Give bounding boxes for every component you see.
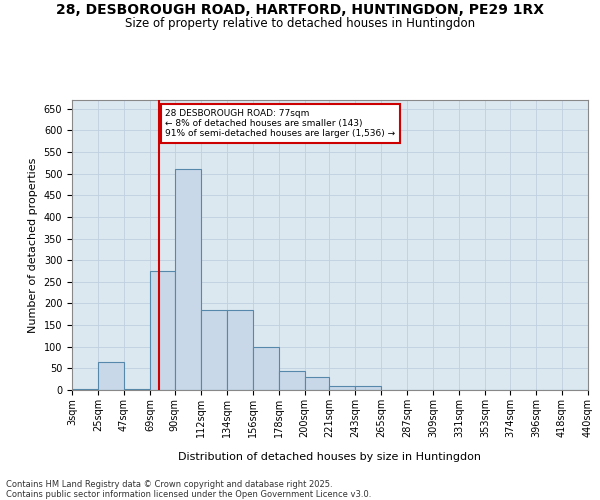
Text: Distribution of detached houses by size in Huntingdon: Distribution of detached houses by size … [179, 452, 482, 462]
Text: 28 DESBOROUGH ROAD: 77sqm
← 8% of detached houses are smaller (143)
91% of semi-: 28 DESBOROUGH ROAD: 77sqm ← 8% of detach… [165, 108, 395, 138]
Bar [305, 377, 329, 390]
Bar [329, 386, 355, 390]
Bar [201, 310, 227, 390]
Bar [253, 346, 278, 390]
Text: Contains HM Land Registry data © Crown copyright and database right 2025.
Contai: Contains HM Land Registry data © Crown c… [6, 480, 371, 499]
Bar [72, 388, 98, 390]
Bar [175, 170, 201, 390]
Bar [150, 271, 175, 390]
Text: Size of property relative to detached houses in Huntingdon: Size of property relative to detached ho… [125, 16, 475, 30]
Y-axis label: Number of detached properties: Number of detached properties [28, 158, 38, 332]
Bar [278, 370, 305, 390]
Bar [98, 362, 124, 390]
Bar [124, 388, 150, 390]
Bar [227, 310, 253, 390]
Bar [355, 386, 382, 390]
Text: 28, DESBOROUGH ROAD, HARTFORD, HUNTINGDON, PE29 1RX: 28, DESBOROUGH ROAD, HARTFORD, HUNTINGDO… [56, 2, 544, 16]
